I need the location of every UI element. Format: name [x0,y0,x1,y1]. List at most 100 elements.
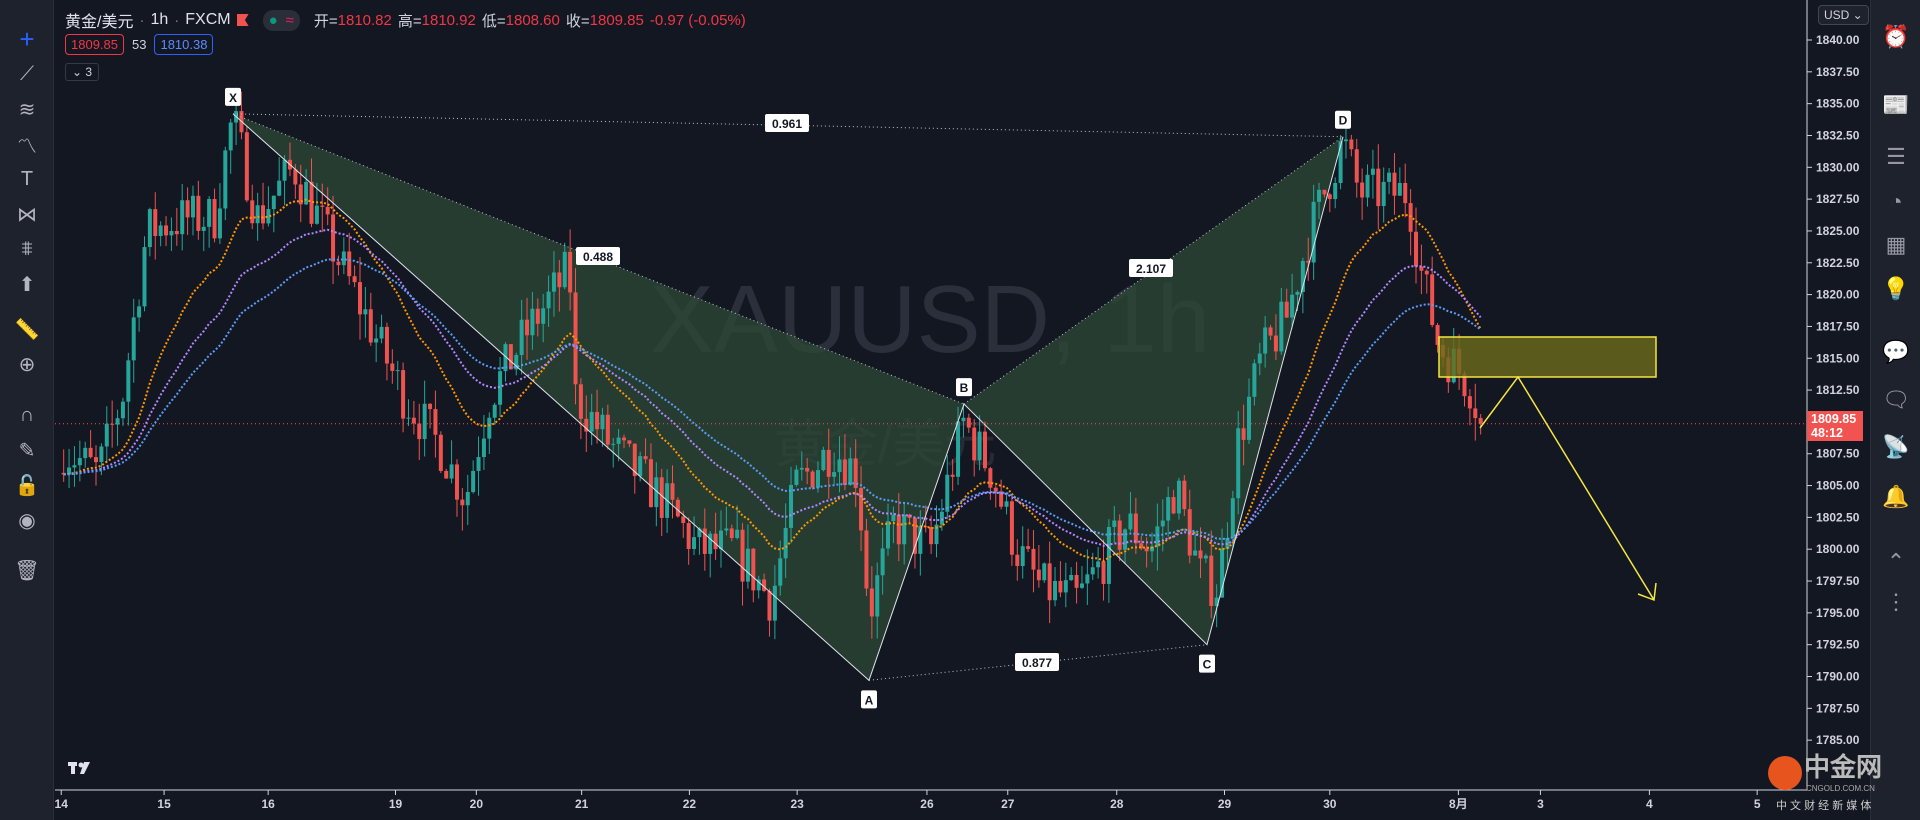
measure-icon[interactable]: ⩨ [21,237,33,260]
candle-body [126,360,131,402]
magnet-icon[interactable]: ∩ [19,403,35,426]
fib-icon[interactable]: ≋ [18,98,36,121]
chevrons-icon[interactable]: ⌃ [1886,549,1906,574]
candle-body [83,447,88,459]
candle-body [1160,520,1165,527]
candle-body [670,483,675,500]
candle-body [1381,181,1386,207]
arrow-up-icon[interactable]: ⬆ [18,273,36,296]
interval[interactable]: 1h [150,11,169,28]
candle-body [1112,520,1117,527]
candle-body [999,491,1004,507]
ratio-box [1129,259,1173,277]
candle-body [584,418,589,432]
candle-body [1349,139,1354,150]
candle-body [961,417,966,422]
logo-part [78,762,84,768]
candle-body [449,464,454,479]
sell-button[interactable]: 1809.85 [65,34,124,55]
zoom-in-icon[interactable]: ⊕ [18,353,36,376]
candle-body [1370,168,1375,175]
lock-draw-icon[interactable]: ✎ [18,439,36,462]
indicators-toggle[interactable]: ⌄ 3 [65,63,100,81]
candle-body [638,456,643,477]
low-label: 低= [481,12,506,30]
candle-body [142,247,147,307]
news-icon[interactable]: 📰 [1882,92,1910,117]
candle-body [390,363,395,371]
candle-body [751,548,756,591]
cngold-logo: 中金网 CNGOLD.COM.CN 中 文 财 经 新 媒 体 [1768,752,1882,820]
candle-body [551,272,556,292]
candle-body [1026,546,1031,549]
candle-body [982,431,987,469]
trend-line-icon[interactable]: ⟋ [20,62,34,85]
candle-body [212,198,217,239]
candle-body [648,459,653,508]
candle-body [977,431,982,461]
candle-body [718,530,723,550]
idea-icon[interactable]: 💡 [1882,276,1910,301]
target-zone-box [1438,336,1657,378]
eye-icon[interactable]: ◉ [18,509,36,532]
market-status-toggle[interactable]: ● ≈ [262,9,300,31]
candle-body [810,471,815,488]
candle-body [1414,231,1419,267]
path-icon[interactable]: 〽 [17,135,37,158]
symbol-name[interactable]: 黄金/美元 [65,14,134,31]
pie-icon[interactable]: ◔ [1889,189,1903,214]
chat-icon[interactable]: 💬 [1882,339,1910,364]
currency-select[interactable]: USD ⌄ [1818,5,1869,25]
candle-body [406,417,411,419]
candle-body [347,251,352,277]
candle-body [692,537,697,549]
candle-body [217,208,222,239]
candle-body [1074,574,1079,588]
buy-button[interactable]: 1810.38 [154,34,214,55]
watchlist-icon[interactable]: ☰ [1886,144,1906,169]
candle-body [1246,396,1251,440]
candle-body [476,457,481,471]
candle-body [250,200,255,224]
candle-body [735,529,740,539]
candle-body [1387,172,1392,182]
ruler-icon[interactable]: 📏 [14,318,40,341]
status-dot-icon: ● [268,11,278,29]
candle-body [729,528,734,539]
candle-body [1123,529,1128,550]
candle-body [794,469,799,485]
indicators-count: 3 [85,65,93,79]
candle-body [525,319,530,336]
dots-icon[interactable]: ⋮ [1885,589,1907,614]
price-tick-label: 1785.00 [1816,733,1860,747]
candle-body [1198,550,1203,559]
stream-icon[interactable]: 📡 [1882,434,1910,459]
alarm-clock-icon[interactable]: ⏰ [1882,24,1910,49]
candle-body [632,443,637,477]
calendar-icon[interactable]: ▦ [1885,232,1907,257]
candle-body [1322,189,1327,195]
candle-body [611,443,616,445]
candle-body [697,528,702,538]
logo-slogan: 中 文 财 经 新 媒 体 [1776,800,1872,812]
bell-icon[interactable]: 🔔 [1882,484,1910,509]
price-chart[interactable]: 1840.00 1837.50 1835.00 1832.50 1830.00 1827.… [0,0,1870,820]
close-value: 1809.85 [589,11,644,29]
crosshair-icon[interactable]: + [19,23,35,54]
candle-body [104,423,109,447]
price-tick-label: 1795.00 [1816,606,1860,620]
chat-alt-icon[interactable]: 🗨 [1882,387,1910,412]
time-tick-label: 22 [683,797,697,811]
pattern-icon[interactable]: ⋈ [17,203,37,226]
candle-body [314,205,319,224]
lock-icon[interactable]: 🔓 [14,474,40,497]
trash-icon[interactable]: 🗑 [14,559,40,582]
candle-body [1236,428,1241,499]
flag-icon[interactable] [236,14,249,26]
candle-body [600,414,605,430]
candle-body [869,588,874,617]
time-tick-label: 5 [1754,797,1761,811]
candle-body [395,370,400,372]
text-icon[interactable]: T [20,167,34,190]
candle-body [174,230,179,235]
